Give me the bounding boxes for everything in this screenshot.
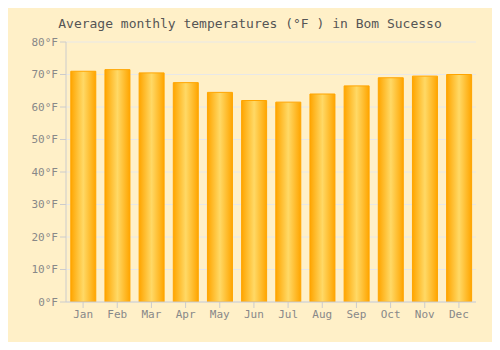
svg-text:Dec: Dec xyxy=(449,308,469,321)
svg-text:Mar: Mar xyxy=(141,308,161,321)
svg-text:Oct: Oct xyxy=(381,308,401,321)
svg-text:Apr: Apr xyxy=(176,308,196,321)
svg-text:20°F: 20°F xyxy=(32,231,59,244)
svg-text:Jul: Jul xyxy=(278,308,298,321)
svg-text:May: May xyxy=(210,308,230,321)
svg-text:Feb: Feb xyxy=(107,308,127,321)
svg-text:50°F: 50°F xyxy=(32,133,59,146)
svg-text:60°F: 60°F xyxy=(32,101,59,114)
html-text:Average monthly temperatures (: Average monthly temperatures (°F ) in Bo… xyxy=(58,16,442,31)
svg-text:10°F: 10°F xyxy=(32,263,59,276)
svg-text:30°F: 30°F xyxy=(32,198,59,211)
svg-text:Jan: Jan xyxy=(73,308,93,321)
svg-text:80°F: 80°F xyxy=(32,36,59,49)
svg-text:70°F: 70°F xyxy=(32,68,59,81)
svg-text:Aug: Aug xyxy=(312,308,332,321)
svg-text:Nov: Nov xyxy=(415,308,435,321)
svg-text:Sep: Sep xyxy=(346,308,366,321)
svg-text:40°F: 40°F xyxy=(32,166,59,179)
svg-text:0°F: 0°F xyxy=(38,296,58,309)
svg-text:Jun: Jun xyxy=(244,308,264,321)
